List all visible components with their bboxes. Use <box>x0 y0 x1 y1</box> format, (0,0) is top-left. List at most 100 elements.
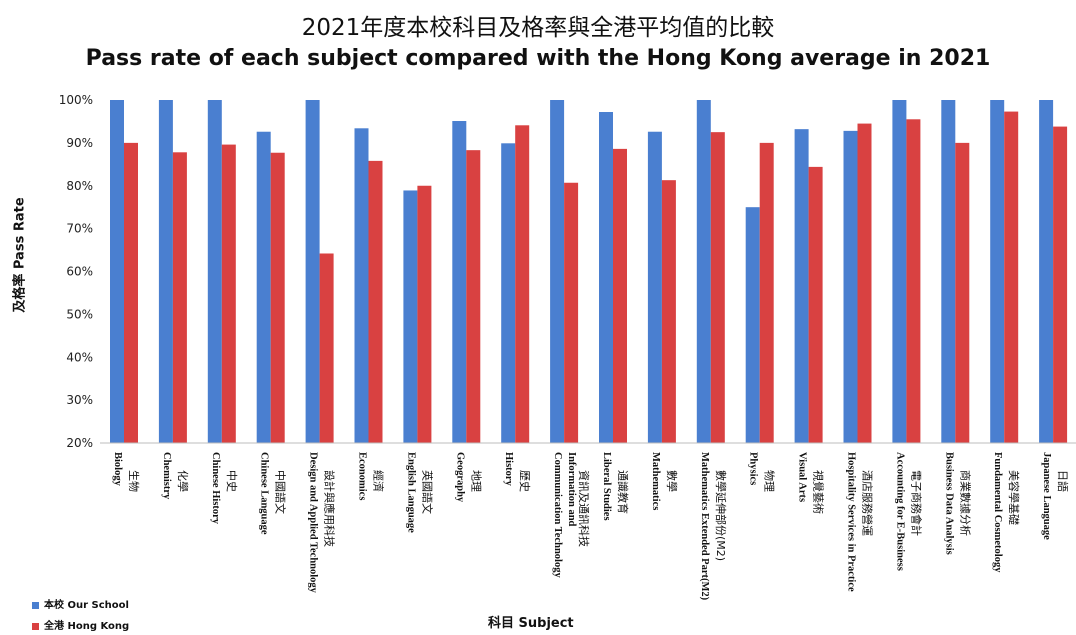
y-tick-label: 40% <box>66 350 93 364</box>
x-tick-label-zh: 視覺藝術 <box>812 470 826 514</box>
bar-hong-kong <box>906 119 921 443</box>
x-tick-label-en: Information and <box>566 452 577 527</box>
x-tick-label-en: Geography <box>454 452 465 503</box>
bar-our-school <box>403 190 418 443</box>
x-tick-label: Visual Arts 視覺藝術 <box>797 452 826 514</box>
x-tick-label: Hospitality Services in Practice 酒店服務營運 <box>846 452 875 592</box>
x-tick-label-en: Accounting for E-Business <box>894 452 905 571</box>
chart-title: 2021年度本校科目及格率與全港平均值的比較 <box>301 15 775 41</box>
bar-our-school <box>256 131 271 444</box>
x-tick-label-en: Liberal Studies <box>601 452 612 521</box>
bar-our-school <box>599 112 613 443</box>
x-tick-label-en: Economics <box>357 452 368 500</box>
bar-our-school <box>550 100 565 443</box>
y-axis-label: 及格率 Pass Rate <box>12 197 28 313</box>
x-tick-label-zh: 資訊及通訊科技 <box>577 470 591 547</box>
bar-hong-kong <box>1004 111 1019 444</box>
x-tick-label: Chinese Language 中國語文 <box>259 452 288 535</box>
x-tick-label: Chinese History 中史 <box>210 452 238 525</box>
x-tick-label-zh: 數學延伸部份(M2) <box>714 470 728 561</box>
x-tick-label-en: History <box>503 452 514 487</box>
x-tick-label: Liberal Studies 通識教育 <box>601 452 630 521</box>
x-tick-label: Economics 經濟 <box>357 452 386 500</box>
x-tick-label: Chemistry 化學 <box>161 452 190 500</box>
x-tick-label-zh: 生物 <box>127 470 141 492</box>
bar-hong-kong <box>124 142 138 443</box>
legend-swatch-hong-kong <box>32 622 39 630</box>
bar-our-school <box>843 130 858 443</box>
bar-hong-kong <box>661 180 676 443</box>
x-tick-label-en: Physics <box>748 452 759 485</box>
x-tick-label-en: Mathematics <box>650 452 661 510</box>
y-tick-label: 20% <box>66 436 93 450</box>
bar-hong-kong <box>221 144 236 443</box>
bar-hong-kong <box>759 142 774 443</box>
x-tick-label: Geography 地理 <box>454 452 482 503</box>
bars <box>110 100 1068 444</box>
legend-label-hong-kong: 全港 Hong Kong <box>44 621 130 632</box>
x-tick-label-zh: 英國語文 <box>420 470 434 514</box>
x-tick-label-zh: 物理 <box>763 470 777 492</box>
x-tick-label: Fundamental Cosmetology 美容學基礎 <box>992 452 1021 573</box>
legend-label-our-school: 本校 Our School <box>44 600 129 611</box>
bar-hong-kong <box>1053 126 1068 444</box>
bar-hong-kong <box>613 148 627 443</box>
x-tick-label: Design and Applied Technology 設計與應用科技 <box>308 452 337 594</box>
bar-our-school <box>452 121 467 443</box>
bar-hong-kong <box>808 166 823 443</box>
x-tick-label-en: Mathematics Extended Part(M2) <box>699 452 710 601</box>
bar-our-school <box>794 129 809 443</box>
legend-swatch-our-school <box>32 601 39 609</box>
x-tick-label: Japanese Language 日語 <box>1041 452 1070 540</box>
x-tick-label: Mathematics Extended Part(M2) 數學延伸部份(M2) <box>699 452 728 601</box>
x-tick-label-en: Chinese Language <box>259 452 270 535</box>
bar-hong-kong <box>857 123 872 444</box>
bar-hong-kong <box>319 253 334 443</box>
y-tick-label: 80% <box>66 179 93 193</box>
x-tick-label-en: Fundamental Cosmetology <box>992 452 1003 573</box>
x-tick-label-zh: 經濟 <box>372 470 386 492</box>
x-tick-label-zh: 通識教育 <box>616 470 630 514</box>
bar-hong-kong <box>466 150 481 443</box>
legend-item-hong-kong: 全港 Hong Kong <box>32 617 129 632</box>
x-tick-label-zh: 酒店服務營運 <box>861 470 875 536</box>
x-tick-label-en: Biology <box>112 452 123 487</box>
bar-hong-kong <box>710 132 725 443</box>
x-tick-label: Business Data Analysis 商業數據分析 <box>943 452 972 555</box>
bar-hong-kong <box>564 182 579 443</box>
bar-our-school <box>941 100 956 443</box>
x-tick-label: Accounting for E-Business 電子商務會計 <box>894 452 923 571</box>
bar-our-school <box>1039 100 1054 443</box>
bar-our-school <box>207 100 222 443</box>
y-tick-label: 50% <box>66 307 93 321</box>
legend-item-our-school: 本校 Our School <box>32 596 129 611</box>
bar-our-school <box>745 207 760 443</box>
x-tick-label-zh: 中史 <box>225 470 238 492</box>
x-tick-label-en: Hospitality Services in Practice <box>846 452 857 592</box>
x-tick-label: Physics 物理 <box>748 452 777 492</box>
x-tick-label-zh: 設計與應用科技 <box>323 470 337 547</box>
bar-hong-kong <box>955 142 970 443</box>
x-tick-label: Mathematics 數學 <box>650 452 678 510</box>
x-tick-label-zh: 商業數據分析 <box>958 470 972 536</box>
x-tick-label-en: Business Data Analysis <box>943 452 954 555</box>
bar-our-school <box>647 131 662 444</box>
x-tick-label-en: Design and Applied Technology <box>308 452 319 594</box>
x-tick-label-zh: 地理 <box>469 470 482 492</box>
bar-our-school <box>696 100 711 443</box>
bar-our-school <box>354 128 369 444</box>
x-tick-label-en: Japanese Language <box>1041 452 1052 540</box>
x-tick-label-en: Communication Technology <box>552 452 563 578</box>
bar-hong-kong <box>172 152 187 443</box>
x-tick-label-en: English Language <box>405 452 416 533</box>
bar-our-school <box>305 100 320 443</box>
x-tick-label: English Language 英國語文 <box>405 452 434 533</box>
x-tick-label: Biology 生物 <box>112 452 141 492</box>
chart-subtitle: Pass rate of each subject compared with … <box>85 46 991 71</box>
x-tick-label-zh: 美容學基礎 <box>1007 470 1021 525</box>
x-axis-tick-labels: Biology 生物 Chemistry 化學 Chinese History 中史 Chi… <box>112 452 1070 601</box>
bar-our-school <box>501 143 516 443</box>
y-tick-label: 100% <box>59 93 93 107</box>
y-tick-label: 60% <box>66 265 93 279</box>
